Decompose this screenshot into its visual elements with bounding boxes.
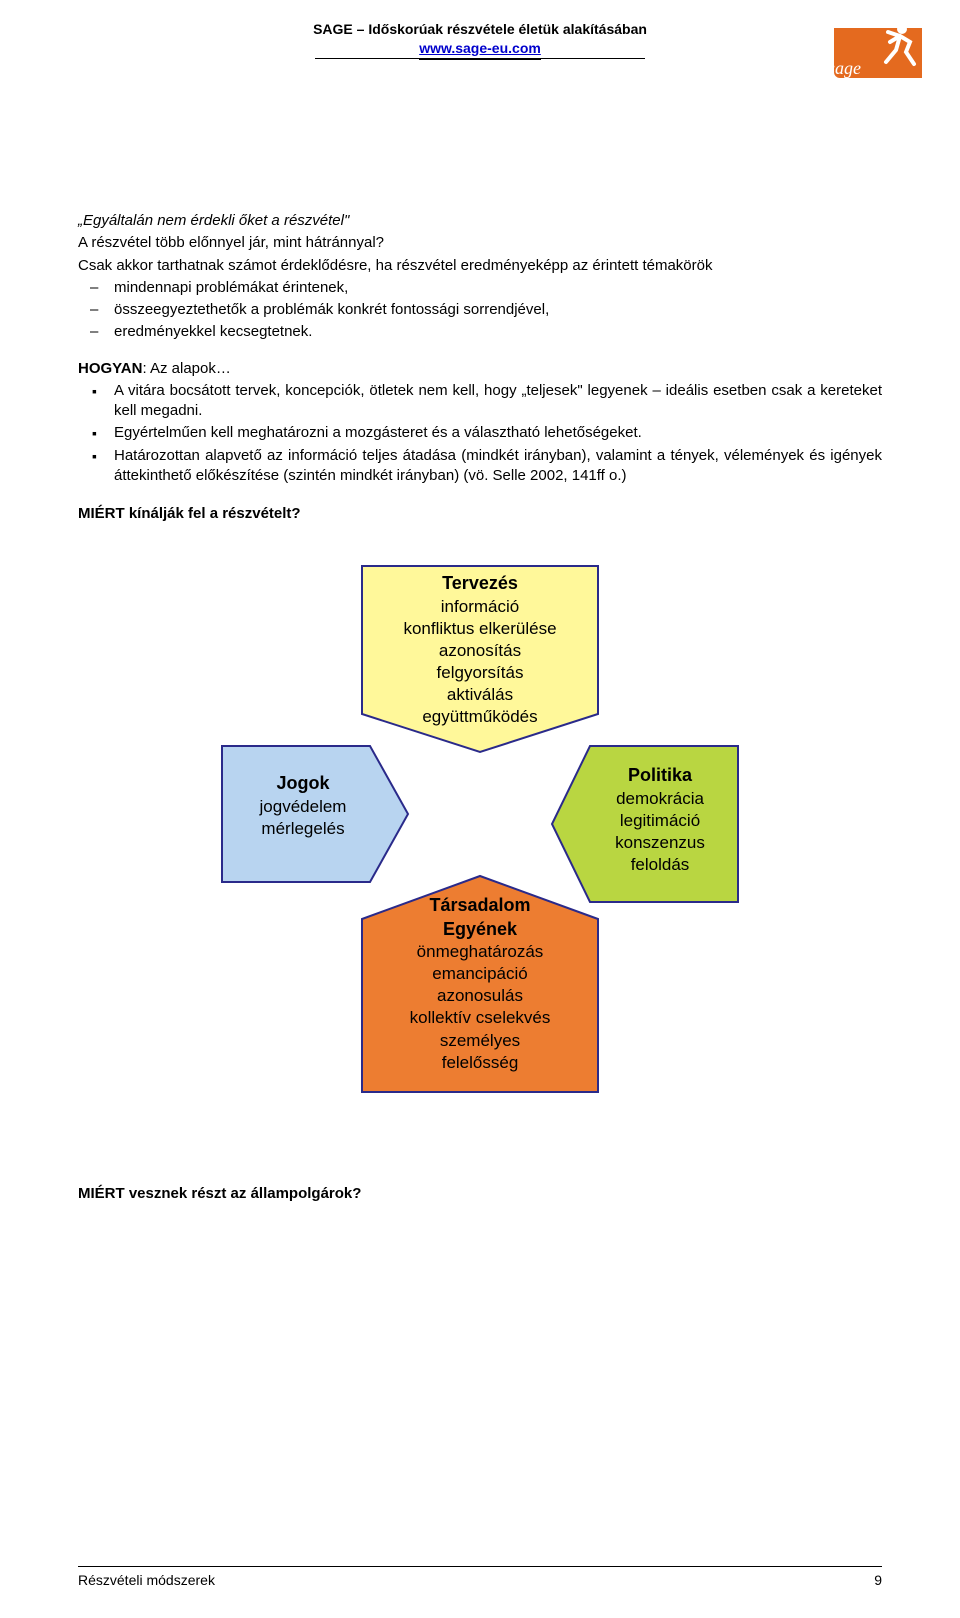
node-title-2: Egyének: [366, 918, 594, 941]
body-content: „Egyáltalán nem érdekli őket a részvétel…: [78, 211, 882, 1205]
list-item: Egyértelműen kell meghatározni a mozgást…: [114, 423, 882, 443]
node-line: legitimáció: [586, 810, 734, 832]
node-line: konszenzus: [586, 832, 734, 854]
sage-logo: sage: [822, 28, 922, 86]
node-title: Társadalom: [366, 894, 594, 917]
node-line: kollektív cselekvés: [366, 1007, 594, 1029]
running-figure-icon: [880, 22, 920, 82]
page-number: 9: [874, 1571, 882, 1590]
header-title: SAGE – Időskorúak részvétele életük alak…: [78, 20, 882, 39]
page-header: SAGE – Időskorúak részvétele életük alak…: [78, 20, 882, 61]
footer-question: MIÉRT vesznek részt az állampolgárok?: [78, 1184, 882, 1204]
node-line: mérlegelés: [226, 818, 380, 840]
footer-left: Részvételi módszerek: [78, 1571, 215, 1590]
node-line: jogvédelem: [226, 796, 380, 818]
list-item: A vitára bocsátott tervek, koncepciók, ö…: [114, 381, 882, 422]
page: SAGE – Időskorúak részvétele életük alak…: [0, 0, 960, 1618]
hogyan-label-rest: : Az alapok…: [142, 360, 230, 377]
miert-heading: MIÉRT kínálják fel a részvételt?: [78, 504, 882, 524]
node-line: aktiválás: [366, 684, 594, 706]
node-line: együttműködés: [366, 706, 594, 728]
logo-text: sage: [828, 56, 861, 80]
node-line: információ: [366, 596, 594, 618]
intro-quote: „Egyáltalán nem érdekli őket a részvétel…: [78, 211, 882, 231]
node-line: feloldás: [586, 854, 734, 876]
node-title: Jogok: [226, 772, 380, 795]
intro-line-1: A részvétel több előnnyel jár, mint hátr…: [78, 233, 882, 253]
node-title: Politika: [586, 764, 734, 787]
participation-diagram: Tervezés információ konfliktus elkerülés…: [220, 564, 740, 1124]
node-line: felelősség: [366, 1052, 594, 1074]
list-item: összeegyeztethetők a problémák konkrét f…: [114, 300, 882, 320]
intro-bullet-list: mindennapi problémákat érintenek, összee…: [78, 278, 882, 343]
node-line: demokrácia: [586, 788, 734, 810]
node-line: emancipáció: [366, 963, 594, 985]
page-footer: Részvételi módszerek 9: [78, 1566, 882, 1590]
node-line: azonosítás: [366, 640, 594, 662]
node-line: személyes: [366, 1030, 594, 1052]
hogyan-heading: HOGYAN: Az alapok…: [78, 359, 882, 379]
header-url-link[interactable]: www.sage-eu.com: [419, 39, 541, 60]
list-item: mindennapi problémákat érintenek,: [114, 278, 882, 298]
intro-line-2: Csak akkor tarthatnak számot érdeklődésr…: [78, 256, 882, 276]
node-line: önmeghatározás: [366, 941, 594, 963]
hogyan-bullet-list: A vitára bocsátott tervek, koncepciók, ö…: [78, 381, 882, 486]
list-item: eredményekkel kecsegtetnek.: [114, 322, 882, 342]
diagram-node-jogok: Jogok jogvédelem mérlegelés: [220, 744, 410, 884]
node-line: felgyorsítás: [366, 662, 594, 684]
node-line: azonosulás: [366, 985, 594, 1007]
node-title: Tervezés: [366, 572, 594, 595]
diagram-node-tervezes: Tervezés információ konfliktus elkerülés…: [360, 564, 600, 754]
list-item: Határozottan alapvető az információ telj…: [114, 446, 882, 487]
diagram-node-tarsadalom: Társadalom Egyének önmeghatározás emanci…: [360, 874, 600, 1094]
node-line: konfliktus elkerülése: [366, 618, 594, 640]
hogyan-label-bold: HOGYAN: [78, 360, 142, 377]
